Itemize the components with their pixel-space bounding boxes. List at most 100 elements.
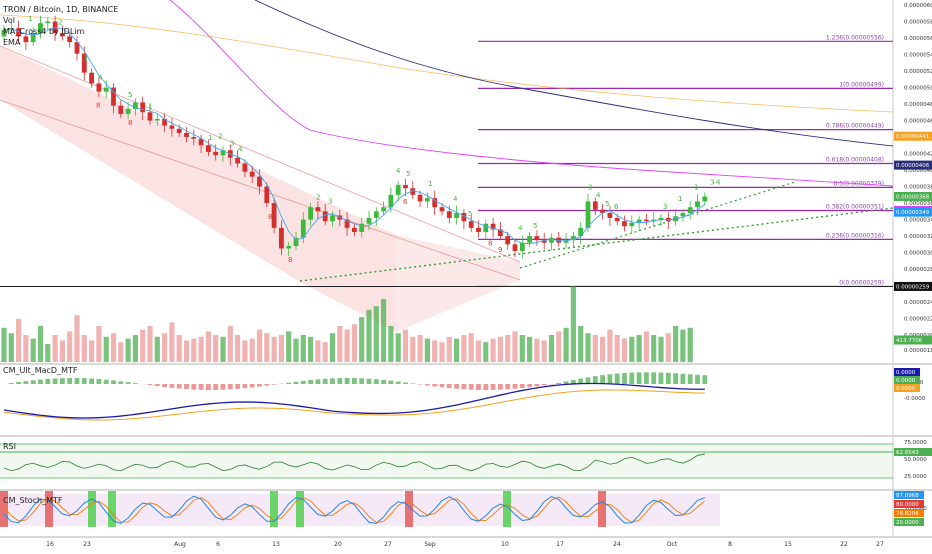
- td-count: 6: [614, 203, 619, 211]
- stoch-badge-label: 80.0000: [896, 502, 919, 508]
- td-count: 4: [716, 178, 721, 186]
- candle-body: [615, 218, 620, 221]
- macd-hist-bar: [681, 374, 686, 384]
- volume-bar: [301, 335, 306, 362]
- macd-hist-bar: [447, 384, 452, 388]
- volume-bar: [366, 310, 371, 362]
- indicator-vol[interactable]: Vol: [3, 15, 118, 26]
- volume-bar: [140, 330, 145, 362]
- candle-body: [396, 185, 401, 195]
- price-tick-label: 0.00000460: [904, 119, 932, 125]
- indicator-ema[interactable]: EMA: [3, 37, 118, 48]
- volume-bar: [323, 342, 328, 362]
- macd-hist-bar: [272, 384, 277, 385]
- candle-body: [118, 106, 123, 114]
- rsi-band: [0, 444, 893, 478]
- time-tick-label: 10: [501, 541, 509, 548]
- candle-body: [177, 129, 182, 133]
- volume-bar: [199, 337, 204, 362]
- td-count-red: 9: [498, 246, 502, 254]
- macd-hist-bar: [60, 378, 65, 384]
- indicator-ma-cross[interactable]: MA_Cross4 by JDLim: [3, 26, 118, 37]
- td-count: 3: [230, 140, 234, 148]
- volume-bar: [505, 335, 510, 362]
- macd-hist-bar: [440, 384, 445, 387]
- candle-body: [535, 236, 540, 240]
- td-count: 1: [428, 180, 432, 188]
- macd-hist-bar: [126, 382, 131, 384]
- candle-body: [170, 126, 175, 129]
- volume-bar: [461, 335, 466, 362]
- volume-bar: [286, 331, 291, 362]
- macd-tick-label: -0.0000: [904, 396, 926, 402]
- stoch-badge-label: 87.0968: [896, 493, 919, 499]
- macd-hist-bar: [498, 384, 503, 390]
- volume-bar: [439, 342, 444, 362]
- macd-badge-label: 0.0000: [896, 386, 916, 392]
- macd-hist-bar: [389, 381, 394, 384]
- volume-bar: [293, 339, 298, 362]
- macd-hist-bar: [213, 384, 218, 390]
- symbol-line[interactable]: TRON / Bitcoin, 1D, BINANCE: [3, 4, 118, 15]
- stoch-panel-label[interactable]: CM_Stoch_MTF: [3, 496, 62, 505]
- macd-signal-line: [4, 390, 705, 420]
- macd-hist-bar: [491, 384, 496, 390]
- stoch-signal-red: [598, 491, 606, 527]
- volume-bar: [578, 326, 583, 362]
- td-count: 3: [710, 178, 714, 186]
- volume-bar: [666, 333, 671, 362]
- macd-hist-bar: [432, 384, 437, 386]
- time-tick-label: 8: [728, 541, 732, 548]
- rsi-panel-label[interactable]: RSI: [3, 442, 16, 451]
- volume-bar: [622, 339, 627, 362]
- volume-bar: [206, 331, 211, 362]
- macd-hist-bar: [564, 381, 569, 384]
- macd-hist-bar: [111, 380, 116, 384]
- fib-label: 0.236(0.00000316): [826, 232, 884, 239]
- candle-body: [148, 112, 153, 120]
- macd-hist-bar: [367, 379, 372, 384]
- macd-hist-bar: [133, 383, 138, 384]
- time-tick-label: 22: [840, 541, 848, 548]
- candle-body: [702, 196, 707, 201]
- volume-bar: [250, 339, 255, 362]
- macd-hist-bar: [476, 384, 481, 390]
- macd-hist-bar: [637, 372, 642, 384]
- macd-hist-bar: [162, 384, 167, 387]
- volume-bar: [600, 337, 605, 362]
- candle-body: [352, 228, 357, 232]
- volume-bar: [498, 337, 503, 362]
- td-count-red: 8: [288, 256, 292, 264]
- candle-body: [264, 187, 269, 204]
- volume-bar: [658, 337, 663, 362]
- price-badge-label: 0.00000259: [896, 284, 930, 290]
- candle-body: [286, 246, 291, 248]
- td-count-red: 8: [96, 102, 100, 110]
- candle-body: [483, 224, 488, 232]
- volume-bar: [447, 337, 452, 362]
- time-tick-label: Aug: [174, 541, 186, 548]
- price-badge-label: 0.00000406: [896, 163, 930, 169]
- macd-hist-bar: [410, 383, 415, 384]
- macd-panel-label[interactable]: CM_Ult_MacD_MTF: [3, 366, 77, 375]
- macd-hist-bar: [31, 380, 36, 384]
- time-tick-label: 6: [216, 541, 220, 548]
- price-tick-label: 0.00000220: [904, 317, 932, 323]
- macd-hist-bar: [396, 382, 401, 384]
- volume-bar: [23, 335, 28, 362]
- volume-bar: [82, 335, 87, 362]
- volume-bar: [74, 315, 79, 362]
- time-tick-label: 17: [556, 541, 564, 548]
- volume-bar: [104, 337, 109, 362]
- price-tick-label: 0.00000600: [904, 3, 932, 9]
- volume-bar: [534, 339, 539, 362]
- volume-bar: [118, 342, 123, 362]
- macd-hist-bar: [308, 380, 313, 384]
- time-tick-label: 13: [272, 541, 280, 548]
- macd-hist-bar: [24, 381, 29, 384]
- rsi-tick-label: 25.0000: [904, 474, 927, 480]
- volume-bar: [352, 324, 357, 362]
- macd-hist-bar: [651, 372, 656, 384]
- macd-hist-bar: [235, 384, 240, 389]
